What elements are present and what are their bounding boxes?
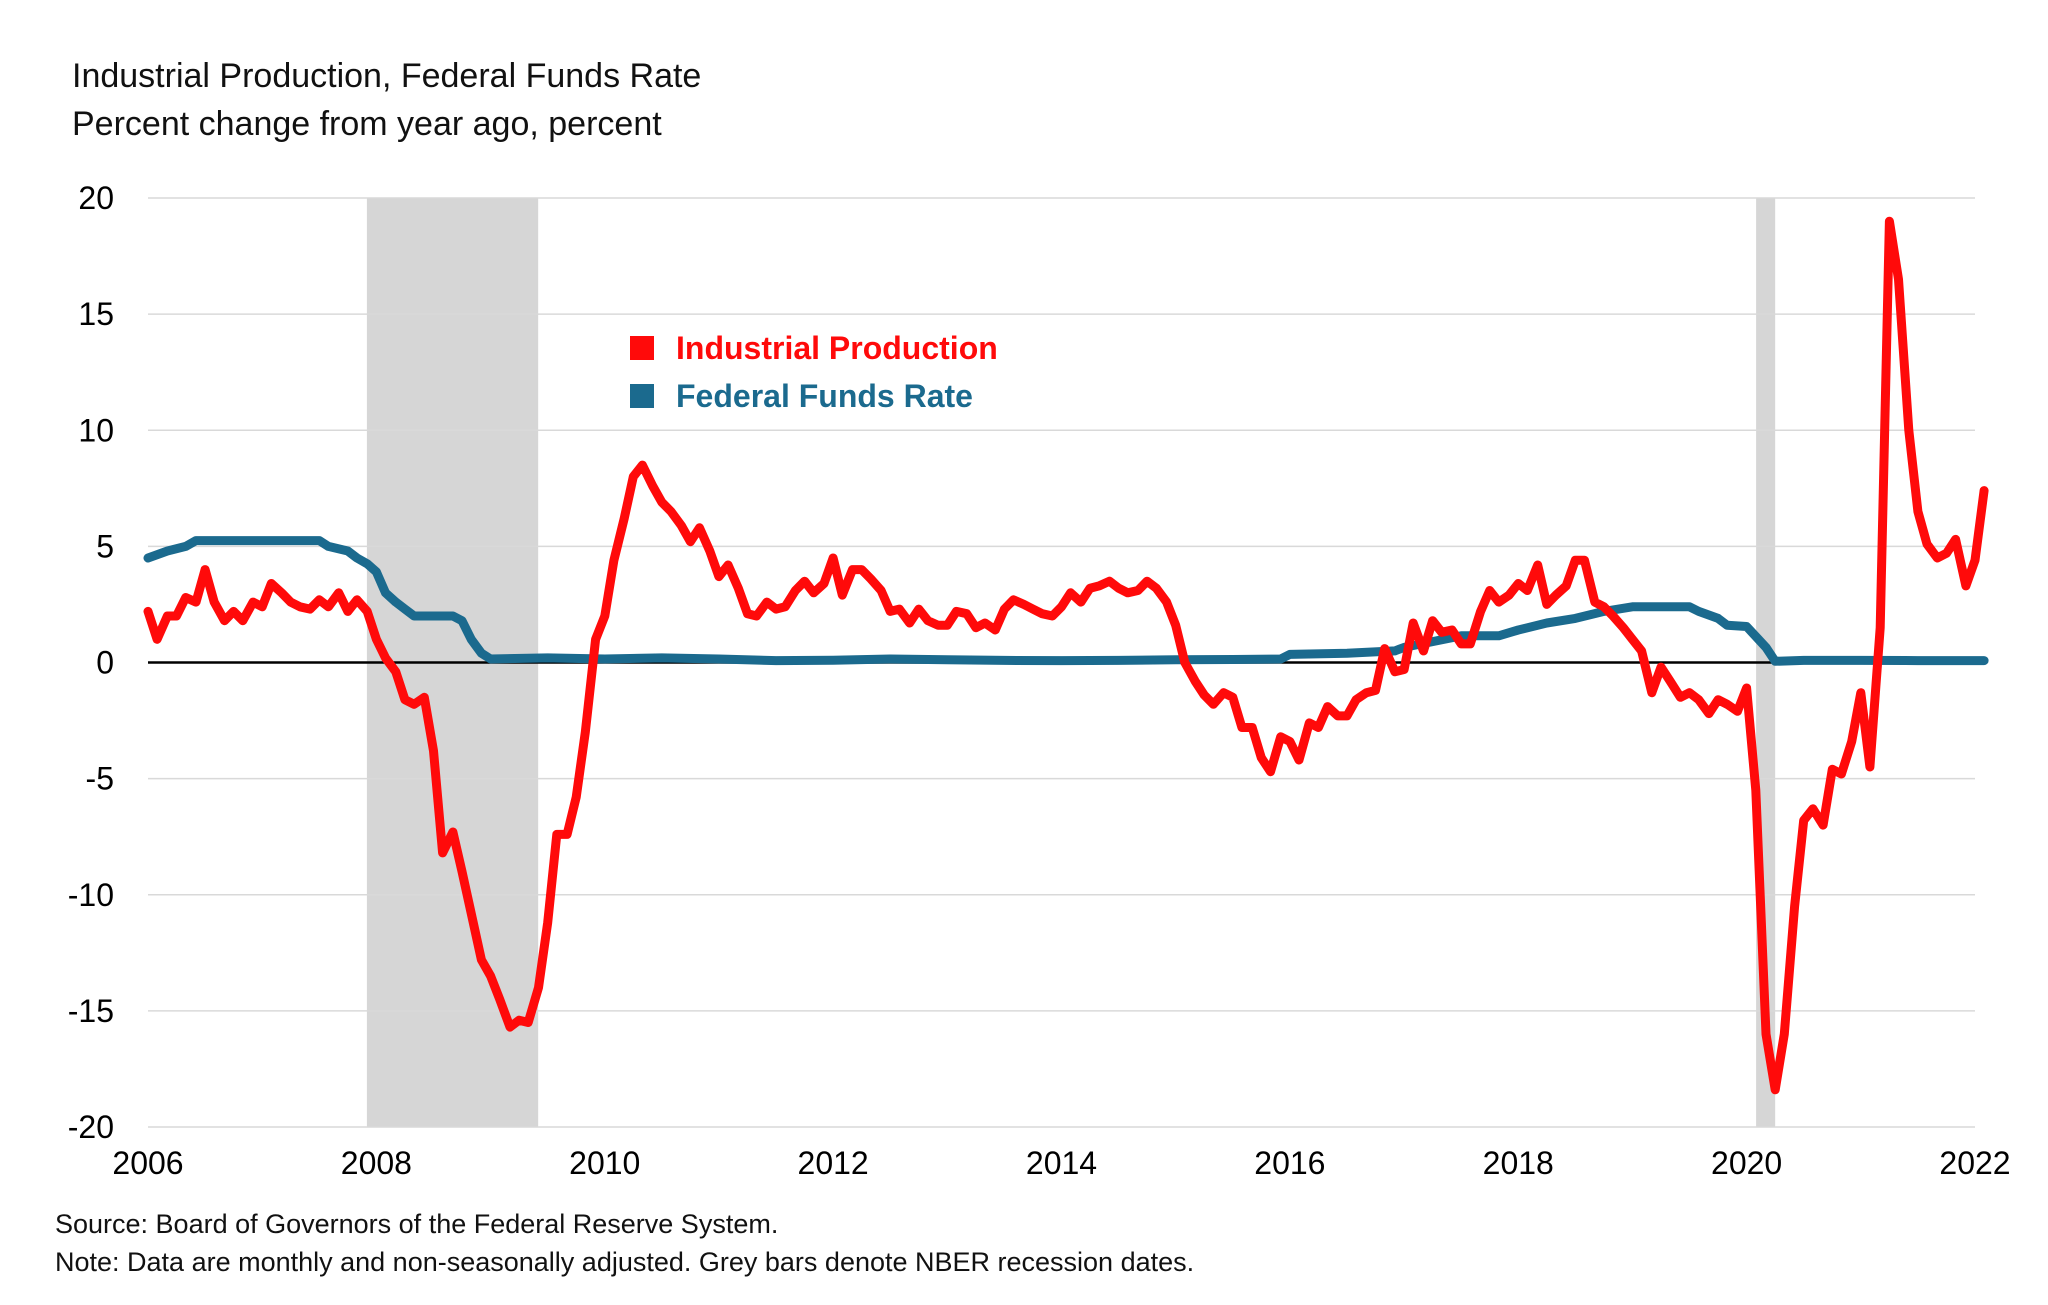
y-tick-label: -5: [86, 761, 114, 797]
x-tick-label: 2012: [798, 1145, 869, 1181]
x-tick-label: 2008: [341, 1145, 412, 1181]
x-tick-label: 2020: [1711, 1145, 1782, 1181]
x-tick-label: 2014: [1026, 1145, 1097, 1181]
data-note: Note: Data are monthly and non-seasonall…: [55, 1247, 1195, 1277]
x-tick-label: 2006: [112, 1145, 183, 1181]
x-tick-label: 2016: [1254, 1145, 1325, 1181]
legend-item-industrial-production: Industrial Production: [630, 324, 998, 372]
y-tick-label: 20: [78, 180, 114, 216]
source-note: Source: Board of Governors of the Federa…: [55, 1209, 779, 1239]
y-tick-label: -20: [68, 1109, 114, 1145]
legend-label-industrial-production: Industrial Production: [676, 329, 998, 366]
x-tick-label: 2022: [1939, 1145, 2010, 1181]
chart-title-block: Industrial Production, Federal Funds Rat…: [72, 52, 701, 148]
legend-swatch-industrial-production: [630, 336, 654, 360]
y-tick-label: -10: [68, 877, 114, 913]
footer: Source: Board of Governors of the Federa…: [55, 1205, 1194, 1281]
legend-item-federal-funds-rate: Federal Funds Rate: [630, 372, 998, 420]
series-lines: [143, 216, 1989, 1095]
series-line-industrial-production: [143, 216, 1989, 1095]
x-axis-labels: 2006 2008 2010 2012 2014 2016 2018 2020 2022: [112, 1145, 2010, 1181]
y-tick-label: -15: [68, 993, 114, 1029]
chart-title: Industrial Production, Federal Funds Rat…: [72, 57, 702, 95]
x-tick-label: 2018: [1483, 1145, 1554, 1181]
chart-subtitle: Percent change from year ago, percent: [72, 105, 662, 143]
series-line-federal-funds-rate: [143, 536, 1989, 666]
y-tick-label: 0: [96, 645, 114, 681]
gridlines: [148, 197, 1975, 1128]
legend-label-federal-funds-rate: Federal Funds Rate: [676, 377, 973, 414]
y-tick-label: 5: [96, 528, 114, 564]
legend: Industrial Production Federal Funds Rate: [630, 324, 998, 420]
y-axis-labels: 20 15 10 5 0 -5 -10 -15 -20: [68, 180, 114, 1145]
y-tick-label: 10: [78, 412, 114, 448]
legend-swatch-federal-funds-rate: [630, 384, 654, 408]
x-tick-label: 2010: [569, 1145, 640, 1181]
y-tick-label: 15: [78, 296, 114, 332]
